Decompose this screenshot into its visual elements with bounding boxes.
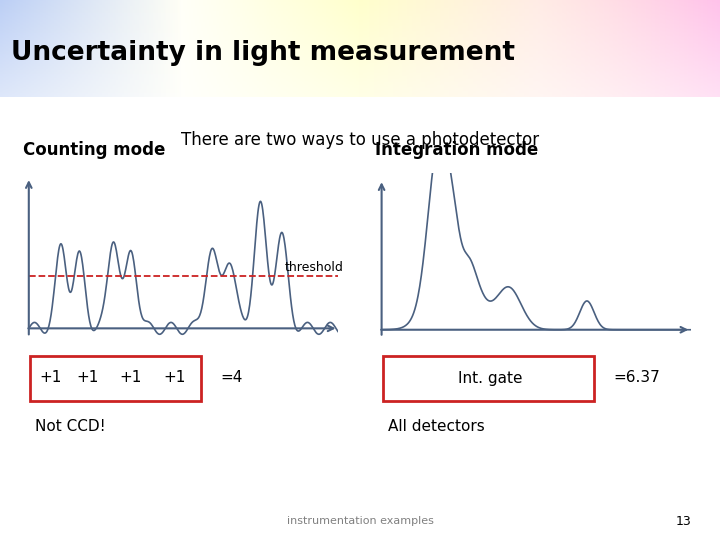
Text: 13: 13 bbox=[675, 515, 691, 528]
FancyBboxPatch shape bbox=[30, 356, 201, 401]
Text: Counting mode: Counting mode bbox=[22, 141, 165, 159]
Text: =4: =4 bbox=[221, 370, 243, 386]
Text: +1: +1 bbox=[40, 370, 62, 386]
Text: threshold: threshold bbox=[284, 260, 343, 274]
Text: Int. gate: Int. gate bbox=[458, 370, 522, 386]
Text: All detectors: All detectors bbox=[388, 419, 485, 434]
Text: Uncertainty in light measurement: Uncertainty in light measurement bbox=[11, 40, 515, 66]
Text: +1: +1 bbox=[76, 370, 99, 386]
Text: =6.37: =6.37 bbox=[613, 370, 660, 386]
FancyBboxPatch shape bbox=[383, 356, 594, 401]
Text: instrumentation examples: instrumentation examples bbox=[287, 516, 433, 526]
Text: There are two ways to use a photodetector: There are two ways to use a photodetecto… bbox=[181, 131, 539, 150]
Text: +1: +1 bbox=[163, 370, 186, 386]
Text: Not CCD!: Not CCD! bbox=[35, 419, 106, 434]
Text: +1: +1 bbox=[120, 370, 142, 386]
Text: Integration mode: Integration mode bbox=[375, 141, 539, 159]
